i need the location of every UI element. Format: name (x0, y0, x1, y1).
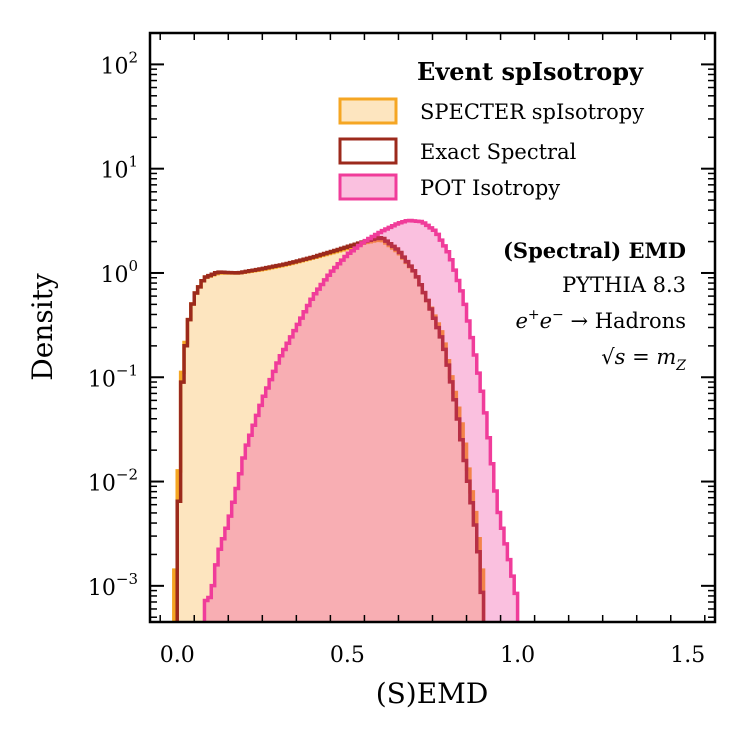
annotation-energy: √s = mZ (601, 345, 686, 374)
legend-label-exact-spectral: Exact Spectral (420, 140, 577, 164)
annotation-generator: PYTHIA 8.3 (562, 273, 686, 297)
y-axis-label: Density (26, 273, 59, 381)
x-tick-label: 1.5 (670, 643, 705, 668)
axis-ticks-group: 0.0 0.5 1.0 1.5 10−3 10−2 10−1 100 101 102 (88, 32, 715, 668)
legend: Event spIsotropy SPECTER spIsotropy Exac… (338, 57, 644, 201)
annotation-title: (Spectral) EMD (503, 238, 686, 263)
histogram-pot-isotropy (202, 218, 520, 622)
annotation-block: (Spectral) EMD PYTHIA 8.3 e+e− → Hadrons… (503, 238, 686, 374)
legend-title: Event spIsotropy (417, 57, 644, 86)
y-tick-label: 10−1 (88, 361, 138, 392)
y-tick-label: 102 (100, 48, 138, 79)
x-tick-label: 1.0 (500, 643, 535, 668)
x-tick-label: 0.5 (330, 643, 365, 668)
histogram-exact-spectral (175, 235, 486, 622)
legend-label-specter: SPECTER spIsotropy (420, 100, 644, 124)
y-tick-label: 101 (100, 153, 138, 184)
y-tick-label: 10−3 (88, 570, 138, 601)
y-tick-label: 10−2 (88, 466, 138, 497)
x-tick-label: 0.0 (160, 643, 195, 668)
y-tick-label: 100 (100, 257, 138, 288)
legend-swatch-exact-spectral (338, 137, 398, 165)
annotation-process: e+e− → Hadrons (515, 307, 686, 333)
x-axis-label: (S)EMD (376, 677, 489, 710)
histogram-series-group (172, 218, 520, 622)
legend-swatch-pot-isotropy (338, 173, 398, 201)
legend-swatch-specter (338, 97, 398, 125)
legend-label-pot-isotropy: POT Isotropy (420, 176, 560, 200)
